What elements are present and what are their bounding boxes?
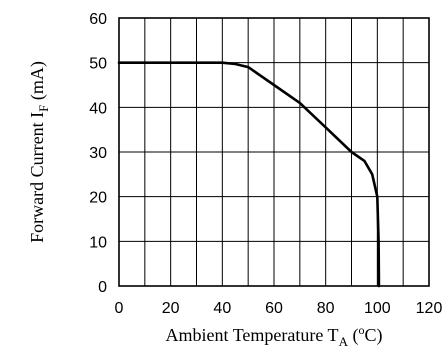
x-tick-label: 100 xyxy=(364,300,391,317)
y-axis-title: Forward Current IF (mA) xyxy=(27,61,51,243)
y-tick-label: 10 xyxy=(89,234,107,251)
grid xyxy=(119,18,429,286)
y-tick-labels: 0 10 20 30 40 50 60 xyxy=(89,11,107,296)
y-axis-title-unit: (mA) xyxy=(27,61,48,105)
x-axis-title-unit-close: C) xyxy=(364,325,382,346)
y-axis-title-main: Forward Current I xyxy=(27,112,47,243)
x-tick-label: 20 xyxy=(162,300,180,317)
x-axis-title-subscript: A xyxy=(339,334,349,349)
x-tick-label: 40 xyxy=(213,300,231,317)
x-tick-label: 120 xyxy=(416,300,443,317)
x-axis-title-unit-sup: o xyxy=(358,323,364,337)
y-tick-label: 60 xyxy=(89,11,107,28)
x-tick-label: 80 xyxy=(317,300,335,317)
y-tick-label: 40 xyxy=(89,100,107,117)
x-axis-title-unit-open: ( xyxy=(348,325,359,346)
x-axis-title: Ambient Temperature TA (oC) xyxy=(166,323,383,349)
series-line xyxy=(117,61,381,288)
y-tick-label: 30 xyxy=(89,145,107,162)
plot-frame xyxy=(118,17,430,287)
y-axis-title-subscript: F xyxy=(36,105,51,112)
y-tick-label: 20 xyxy=(89,190,107,207)
x-tick-labels: 0 20 40 60 80 100 120 xyxy=(115,300,443,317)
y-tick-label: 0 xyxy=(98,279,107,296)
x-tick-label: 0 xyxy=(115,300,124,317)
x-axis-title-main: Ambient Temperature T xyxy=(166,325,339,345)
x-tick-label: 60 xyxy=(265,300,283,317)
y-tick-label: 50 xyxy=(89,56,107,73)
